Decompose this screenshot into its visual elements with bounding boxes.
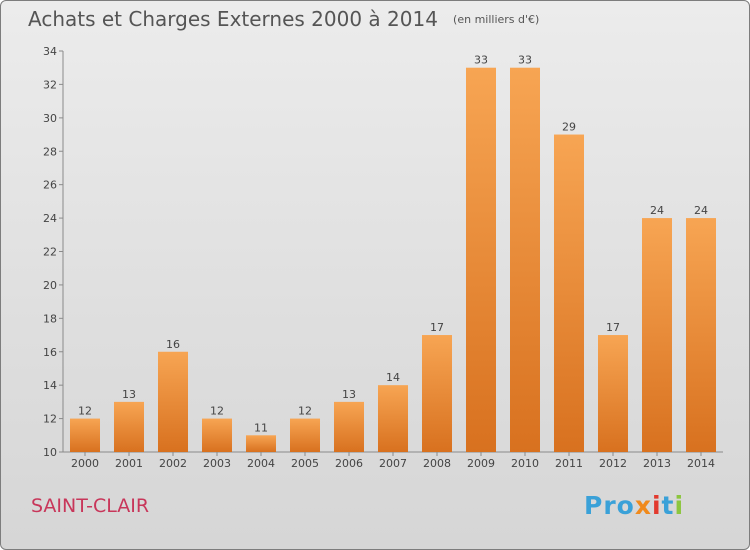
- bar-2001: [114, 401, 144, 452]
- title-row: Achats et Charges Externes 2000 à 2014 (…: [28, 7, 539, 31]
- y-tick-label: 10: [43, 446, 57, 459]
- x-tick-label: 2014: [687, 457, 715, 470]
- data-label-2012: 17: [606, 321, 620, 334]
- x-tick-label: 2011: [555, 457, 583, 470]
- y-tick-label: 30: [43, 112, 57, 125]
- data-label-2002: 16: [166, 338, 180, 351]
- data-label-2009: 33: [474, 54, 488, 67]
- data-label-2007: 14: [386, 371, 400, 384]
- data-label-2011: 29: [562, 121, 576, 134]
- bar-2011: [554, 134, 584, 452]
- x-tick-label: 2010: [511, 457, 539, 470]
- x-tick-label: 2003: [203, 457, 231, 470]
- proxiti-logo: Proxiti: [584, 491, 685, 520]
- data-label-2001: 13: [122, 388, 136, 401]
- data-label-2003: 12: [210, 405, 224, 418]
- data-labels: 12 13 16 12 11 12 13 14 17 33 33 29 17 24 24: [78, 54, 708, 435]
- bar-2003: [202, 418, 232, 452]
- x-tick-label: 2009: [467, 457, 495, 470]
- data-label-2010: 33: [518, 54, 532, 67]
- bar-2006: [334, 401, 364, 452]
- x-tick-label: 2005: [291, 457, 319, 470]
- chart-axes: 10 12 14 16 18 20 22 24 26 28 30 32 34 2000 2001 2002 20…: [43, 45, 723, 470]
- bar-2014: [686, 218, 716, 452]
- bar-2002: [158, 351, 188, 452]
- x-tick-label: 2008: [423, 457, 451, 470]
- bar-2013: [642, 218, 672, 452]
- x-tick-label: 2012: [599, 457, 627, 470]
- bar-series: [70, 67, 716, 452]
- data-label-2000: 12: [78, 405, 92, 418]
- y-tick-label: 34: [43, 45, 57, 58]
- y-tick-label: 28: [43, 145, 57, 158]
- data-label-2006: 13: [342, 388, 356, 401]
- y-tick-label: 16: [43, 346, 57, 359]
- bar-2008: [422, 335, 452, 452]
- bar-2009: [466, 67, 496, 452]
- bar-2005: [290, 418, 320, 452]
- y-tick-label: 26: [43, 179, 57, 192]
- x-tick-label: 2013: [643, 457, 671, 470]
- y-tick-label: 18: [43, 312, 57, 325]
- data-label-2004: 11: [254, 421, 268, 434]
- y-tick-label: 22: [43, 246, 57, 259]
- y-tick-label: 24: [43, 212, 57, 225]
- bar-2000: [70, 418, 100, 452]
- x-tick-label: 2002: [159, 457, 187, 470]
- bar-2010: [510, 67, 540, 452]
- x-tick-label: 2007: [379, 457, 407, 470]
- x-tick-label: 2004: [247, 457, 275, 470]
- data-label-2013: 24: [650, 204, 664, 217]
- chart-title: Achats et Charges Externes 2000 à 2014: [28, 7, 438, 31]
- commune-name: SAINT-CLAIR: [31, 495, 150, 517]
- x-tick-label: 2006: [335, 457, 363, 470]
- y-tick-label: 14: [43, 379, 57, 392]
- bar-2007: [378, 385, 408, 452]
- x-tick-label: 2001: [115, 457, 143, 470]
- y-tick-label: 12: [43, 413, 57, 426]
- data-label-2008: 17: [430, 321, 444, 334]
- x-tick-label: 2000: [71, 457, 99, 470]
- bar-2012: [598, 335, 628, 452]
- y-tick-label: 32: [43, 78, 57, 91]
- y-tick-label: 20: [43, 279, 57, 292]
- bar-2004: [246, 435, 276, 452]
- chart-subtitle: (en milliers d'€): [453, 13, 540, 26]
- data-label-2014: 24: [694, 204, 708, 217]
- data-label-2005: 12: [298, 405, 312, 418]
